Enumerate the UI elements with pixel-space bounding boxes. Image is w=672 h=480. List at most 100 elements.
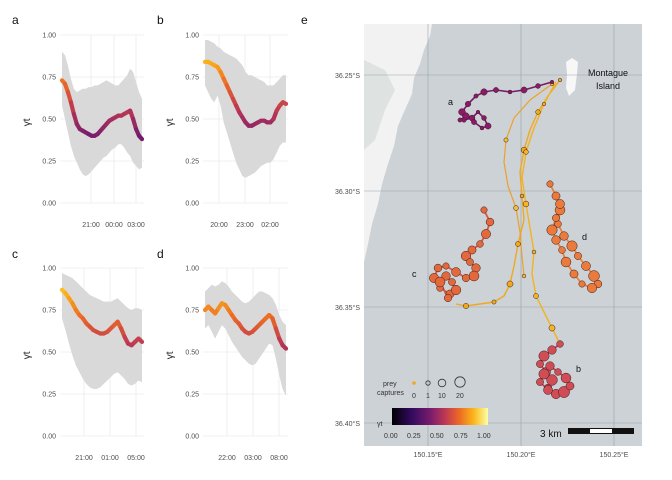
track-b-point (554, 368, 562, 376)
gamma-panel-c: 0.00 0.25 0.50 0.75 1.00 21:00 01:00 05:00 γt (22, 266, 145, 463)
y-tick-label: 0.50 (42, 350, 56, 357)
track-c-point (444, 294, 452, 302)
credible-interval-band (205, 40, 286, 178)
track-a-point (473, 93, 479, 99)
track-d-point (560, 256, 572, 268)
track-c-point (448, 278, 456, 286)
gamma-line-segment (280, 343, 289, 351)
credible-interval-band (62, 51, 142, 177)
prey-legend-value-20: 20 (456, 393, 464, 400)
track-point (557, 77, 563, 83)
track-a-point (480, 88, 488, 96)
panel-label-e: e (301, 13, 308, 27)
y-tick-label: 0.75 (42, 75, 56, 82)
y-axis-label: γt (165, 118, 176, 126)
gamma-legend-tick-0: 0.00 (384, 433, 398, 440)
x-tick-label: 03:00 (127, 222, 145, 229)
track-point (522, 200, 530, 208)
track-d-point (581, 261, 591, 271)
y-axis-label: γt (22, 118, 33, 126)
gamma-legend-tick-3: 0.75 (454, 433, 468, 440)
gamma-colorbar (392, 408, 488, 425)
track-c-point (480, 206, 488, 214)
track-c-point (481, 229, 491, 239)
gamma-legend-tick-4: 1.00 (477, 433, 491, 440)
y-tick-label: 0.25 (42, 159, 56, 166)
track-point (523, 149, 529, 155)
track-label-d: d (582, 232, 587, 242)
track-a-point (493, 87, 499, 93)
y-tick-label: 1.00 (42, 266, 56, 273)
prey-legend-title-2: captures (377, 390, 404, 397)
prey-legend-dot-10 (437, 378, 447, 388)
track-commute (521, 81, 561, 345)
track-d-point (555, 199, 565, 209)
lon-tick-label: 150.25°E (600, 451, 629, 459)
lon-tick-label: 150.15°E (414, 451, 443, 459)
x-tick-label: 03:00 (244, 455, 262, 462)
prey-legend-value-0: 0 (412, 393, 416, 400)
track-a-point (464, 100, 472, 108)
x-tick-label: 08:00 (270, 455, 288, 462)
track-commute (455, 79, 561, 307)
gamma-line-segment (280, 100, 289, 106)
track-c-point (450, 284, 462, 296)
track-a-point (462, 112, 470, 120)
track-a-point (475, 109, 481, 115)
map-gridlines: 36.25°S 36.30°S 36.35°S 36.40°S 150.15°E 150.… (335, 24, 642, 459)
gamma-legend-tick-2: 0.50 (430, 433, 444, 440)
y-tick-label: 0.25 (185, 159, 199, 166)
track-a-point (484, 122, 492, 130)
track-c-point (476, 240, 484, 248)
track-d-point (587, 283, 597, 293)
track-d-point (546, 224, 558, 236)
track-d-point (578, 280, 586, 288)
track-b-point (560, 372, 572, 384)
prey-legend-value-10: 10 (438, 393, 446, 400)
y-tick-label: 0.50 (185, 117, 199, 124)
y-tick-label: 0.00 (42, 434, 56, 441)
track-a-point (471, 119, 477, 125)
panel-label-c: c (12, 247, 18, 261)
track-b-point (545, 361, 555, 371)
gamma-color-legend: γt 0.00 0.25 0.50 0.75 1.00 (377, 408, 491, 440)
track-a-point (457, 117, 463, 123)
track-label-b: b (576, 364, 581, 374)
map-panel: 36.25°S 36.30°S 36.35°S 36.40°S 150.15°E 150.… (335, 24, 642, 459)
scale-bar-segment (590, 429, 612, 433)
prey-legend-dot-1 (425, 380, 431, 386)
track-a-point (481, 115, 487, 121)
y-axis-label: γt (165, 351, 176, 359)
track-point (531, 249, 537, 255)
lat-tick-label: 36.40°S (335, 420, 360, 428)
track-b-point (536, 360, 544, 368)
montague-island (566, 58, 578, 96)
track-c-point (462, 274, 470, 282)
x-tick-label: 00:00 (105, 222, 123, 229)
track-c-point (460, 250, 472, 262)
island-label-line2: Island (596, 81, 620, 91)
track-point (519, 193, 525, 199)
track-d-point (559, 231, 569, 241)
panel-label-a: a (12, 13, 19, 27)
x-tick-label: 21:00 (75, 455, 93, 462)
scale-bar: 3 km (540, 428, 634, 440)
lon-tick-label: 150.20°E (507, 451, 536, 459)
track-label-c: c (412, 269, 417, 279)
track-b-point (538, 350, 550, 362)
track-c-point (451, 267, 461, 277)
track-d-point (546, 180, 554, 188)
track-point (535, 109, 541, 115)
track-point (503, 137, 509, 143)
track-b-point (556, 340, 564, 348)
credible-interval-band (205, 281, 286, 396)
gamma-legend-tick-1: 0.25 (407, 433, 421, 440)
prey-legend-title-1: prey (383, 381, 397, 388)
track-d-point (552, 214, 560, 222)
track-point (533, 293, 539, 299)
track-d-point (551, 191, 561, 201)
track-commute (503, 83, 553, 277)
track-point (541, 101, 547, 107)
track-b-point (543, 385, 553, 395)
track-a-point (507, 89, 513, 95)
